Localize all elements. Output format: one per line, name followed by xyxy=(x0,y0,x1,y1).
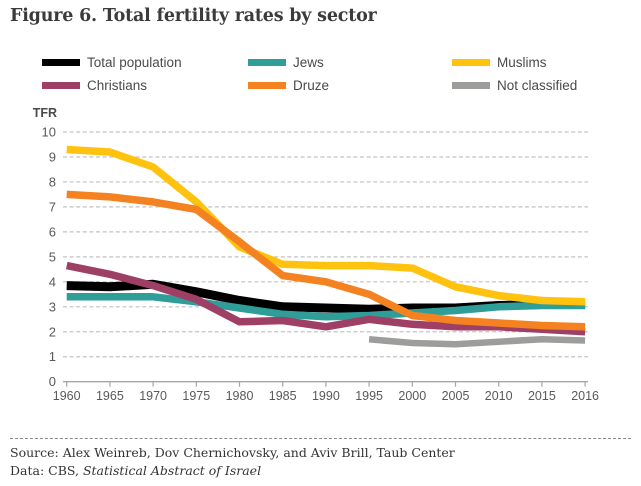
y-tick-label-8: 8 xyxy=(49,174,56,189)
series-line-muslims xyxy=(66,145,586,306)
y-tick-label-9: 9 xyxy=(49,149,56,164)
x-tick-label-1980: 1980 xyxy=(226,389,254,403)
publication-name: Statistical Abstract of Israel xyxy=(82,463,262,478)
legend-label-not-classified: Not classified xyxy=(497,77,578,93)
y-tick-label-2: 2 xyxy=(49,324,56,339)
y-tick-label-3: 3 xyxy=(49,299,56,314)
y-tick-label-0: 0 xyxy=(49,374,56,389)
figure-title: Figure 6. Total fertility rates by secto… xyxy=(10,6,377,26)
x-tick-label-1985: 1985 xyxy=(269,389,297,403)
legend-item-jews: Jews xyxy=(248,54,452,70)
y-tick-label-1: 1 xyxy=(49,349,56,364)
legend-item-not-classified: Not classified xyxy=(452,77,633,93)
legend-item-muslims: Muslims xyxy=(452,54,633,70)
series-line-druze xyxy=(66,190,586,331)
series-line-jews xyxy=(66,293,586,321)
legend-swatch-christians xyxy=(42,81,80,89)
x-tick-label-2005: 2005 xyxy=(442,389,470,403)
chart-legend: Total population Jews Muslims Christians Dru… xyxy=(42,54,633,93)
legend-label-christians: Christians xyxy=(87,77,148,93)
footer-divider xyxy=(10,438,631,439)
y-tick-label-5: 5 xyxy=(49,249,56,264)
data-credit: Data: CBS, Statistical Abstract of Israe… xyxy=(10,463,262,478)
x-tick-label-1960: 1960 xyxy=(53,389,81,403)
legend-label-jews: Jews xyxy=(293,54,324,70)
x-tick-label-2015: 2015 xyxy=(528,389,556,403)
legend-swatch-druze xyxy=(248,81,286,89)
legend-label-druze: Druze xyxy=(293,77,330,93)
legend-label-total-population: Total population xyxy=(87,54,182,70)
x-tick-label-2000: 2000 xyxy=(398,389,426,403)
legend-swatch-jews xyxy=(248,58,286,66)
source-credit: Source: Alex Weinreb, Dov Chernichovsky,… xyxy=(10,445,455,460)
legend-swatch-total-population xyxy=(42,58,80,66)
y-tick-label-4: 4 xyxy=(49,274,56,289)
x-tick-label-1970: 1970 xyxy=(139,389,167,403)
legend-label-muslims: Muslims xyxy=(497,54,547,70)
x-tick-label-1965: 1965 xyxy=(96,389,124,403)
series-line-not-classified xyxy=(368,336,586,348)
x-tick-label-1975: 1975 xyxy=(182,389,210,403)
legend-swatch-muslims xyxy=(452,58,490,66)
y-tick-label-7: 7 xyxy=(49,199,56,214)
y-axis-title: TFR xyxy=(33,106,57,120)
x-tick-label-1995: 1995 xyxy=(355,389,383,403)
x-tick-label-1990: 1990 xyxy=(312,389,340,403)
legend-item-druze: Druze xyxy=(248,77,452,93)
y-tick-label-10: 10 xyxy=(42,125,56,140)
x-tick-label-2016: 2016 xyxy=(571,389,599,403)
legend-swatch-not-classified xyxy=(452,81,490,89)
legend-item-christians: Christians xyxy=(42,77,248,93)
legend-item-total-population: Total population xyxy=(42,54,248,70)
x-tick-label-2010: 2010 xyxy=(485,389,513,403)
series-line-christians xyxy=(65,261,586,336)
y-tick-label-6: 6 xyxy=(49,224,56,239)
chart-footer: Source: Alex Weinreb, Dov Chernichovsky,… xyxy=(10,438,631,480)
